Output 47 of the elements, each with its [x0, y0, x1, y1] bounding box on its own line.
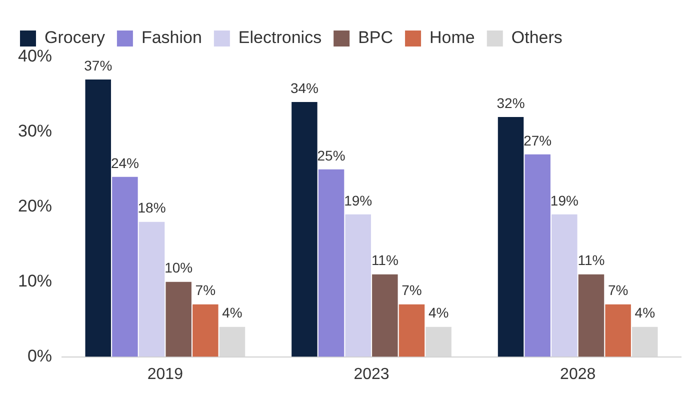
bar: [578, 274, 604, 357]
data-label: 4%: [222, 304, 242, 321]
bar: [372, 274, 398, 357]
y-tick-label: 30%: [18, 122, 52, 141]
bar: [166, 282, 192, 357]
bar: [398, 304, 425, 357]
data-label: 7%: [608, 282, 628, 298]
data-label: 19%: [550, 192, 578, 208]
bar: [192, 304, 218, 357]
data-label: 25%: [317, 147, 346, 164]
x-tick-label: 2028: [560, 366, 596, 383]
data-label: 34%: [290, 80, 318, 96]
data-label: 7%: [195, 282, 216, 298]
bar: [498, 116, 524, 357]
data-label: 11%: [578, 252, 605, 268]
legend-label: Home: [430, 28, 475, 48]
data-label: 11%: [371, 252, 398, 268]
data-label: 18%: [138, 200, 166, 216]
y-tick-label: 20%: [18, 196, 52, 216]
y-tick-label: 10%: [18, 272, 52, 291]
bar: [345, 214, 371, 357]
data-label: 7%: [402, 282, 422, 298]
bar: [292, 102, 318, 357]
bar: [552, 214, 578, 357]
data-label: 37%: [84, 57, 112, 74]
y-tick-label: 0%: [27, 346, 52, 366]
bar: [138, 222, 165, 357]
legend-label: Fashion: [141, 28, 202, 48]
bar: [524, 154, 550, 357]
data-label: 10%: [164, 260, 193, 276]
legend-label: Grocery: [44, 28, 106, 48]
data-label: 4%: [428, 304, 449, 321]
legend-label: BPC: [358, 28, 394, 48]
x-tick-label: 2019: [147, 366, 184, 383]
bar: [318, 169, 344, 357]
data-label: 24%: [110, 154, 139, 171]
bar: [605, 304, 631, 357]
legend-label: Others: [511, 28, 562, 48]
data-label: 27%: [524, 132, 552, 148]
data-label: 4%: [634, 304, 656, 321]
data-label: 32%: [496, 94, 525, 111]
bar: [112, 176, 138, 357]
x-tick-label: 2023: [354, 366, 390, 383]
bar: [85, 79, 112, 357]
legend-label: Electronics: [238, 28, 322, 48]
data-label: 19%: [344, 192, 372, 208]
y-tick-label: 40%: [18, 46, 52, 66]
